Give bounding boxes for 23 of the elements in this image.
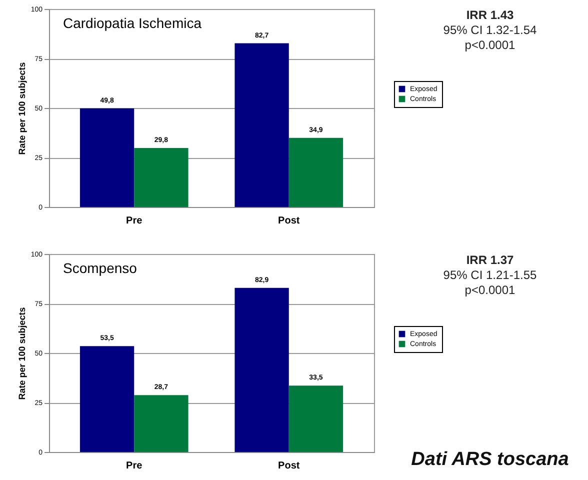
bar — [80, 108, 134, 207]
bar — [134, 148, 188, 207]
y-axis-title: Rate per 100 subjects — [16, 307, 27, 400]
bar — [134, 395, 188, 452]
chart-title: Scompenso — [63, 260, 138, 276]
x-tick-label: Pre — [126, 460, 143, 472]
x-tick-label: Pre — [126, 216, 143, 226]
bar — [80, 346, 134, 452]
x-tick-label: Post — [278, 460, 300, 472]
x-tick-label: Post — [278, 216, 300, 226]
text: IRR 1.43 — [465, 8, 515, 23]
bar — [288, 138, 344, 207]
text: Dati ARS toscana — [410, 449, 570, 471]
chart-title: Cardiopatia Ischemica — [63, 15, 202, 31]
text: IRR 1.37 — [465, 253, 515, 268]
bar — [288, 386, 344, 452]
text: p<0.0001 — [464, 283, 516, 298]
bar — [234, 43, 289, 207]
text: 95% CI 1.21-1.55 — [442, 268, 538, 283]
text: 95% CI 1.32-1.54 — [442, 23, 538, 38]
bar — [234, 288, 289, 452]
text: p<0.0001 — [464, 38, 516, 53]
y-axis-title: Rate per 100 subjects — [16, 62, 27, 155]
